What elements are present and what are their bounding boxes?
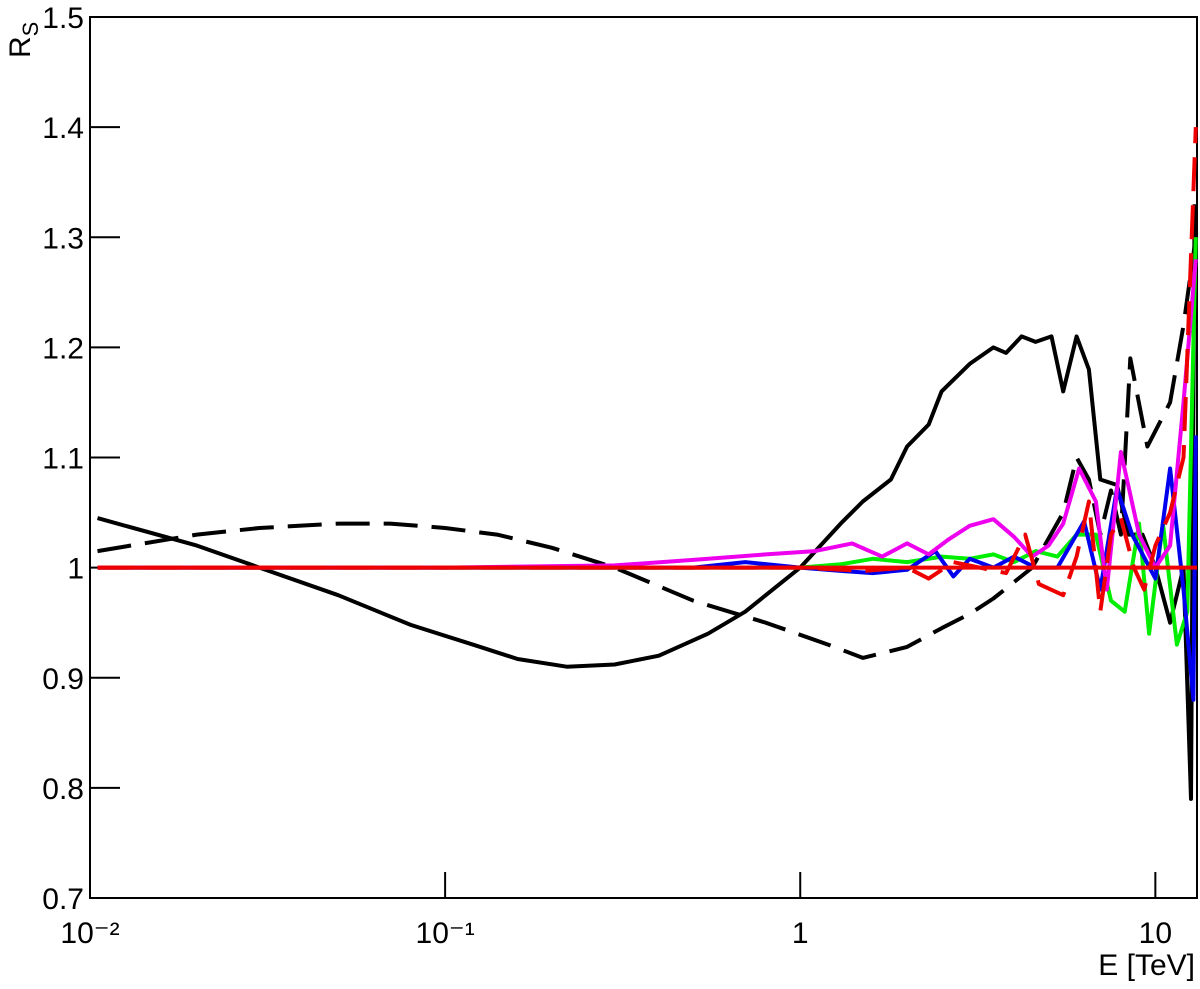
series-line xyxy=(97,236,1198,660)
y-tick-label: 1.2 xyxy=(42,332,84,365)
y-tick-label: 1 xyxy=(67,553,84,586)
x-axis-label: E [TeV] xyxy=(1098,949,1195,982)
series-line xyxy=(96,204,1197,801)
series-line xyxy=(97,237,1198,647)
x-tick-label: 1 xyxy=(792,917,809,950)
y-tick-label: 1.3 xyxy=(42,222,84,255)
x-tick-label: 10 xyxy=(1139,917,1172,950)
series-line xyxy=(97,259,1198,592)
y-label-sub: S xyxy=(18,22,43,37)
y-label-main: R xyxy=(4,36,37,58)
y-tick-label: 1.5 xyxy=(42,2,84,35)
series-line xyxy=(97,127,1198,614)
y-tick-label: 1.4 xyxy=(42,112,84,145)
x-tick-label: 10⁻² xyxy=(60,917,119,950)
x-tick-label: 10⁻¹ xyxy=(416,917,475,950)
plot-frame xyxy=(89,16,1198,899)
y-tick-label: 0.7 xyxy=(42,883,84,916)
y-tick-label: 0.9 xyxy=(42,663,84,696)
y-axis-label: RS xyxy=(4,22,43,58)
y-tick-label: 1.1 xyxy=(42,443,84,476)
y-tick-label: 0.8 xyxy=(42,773,84,806)
